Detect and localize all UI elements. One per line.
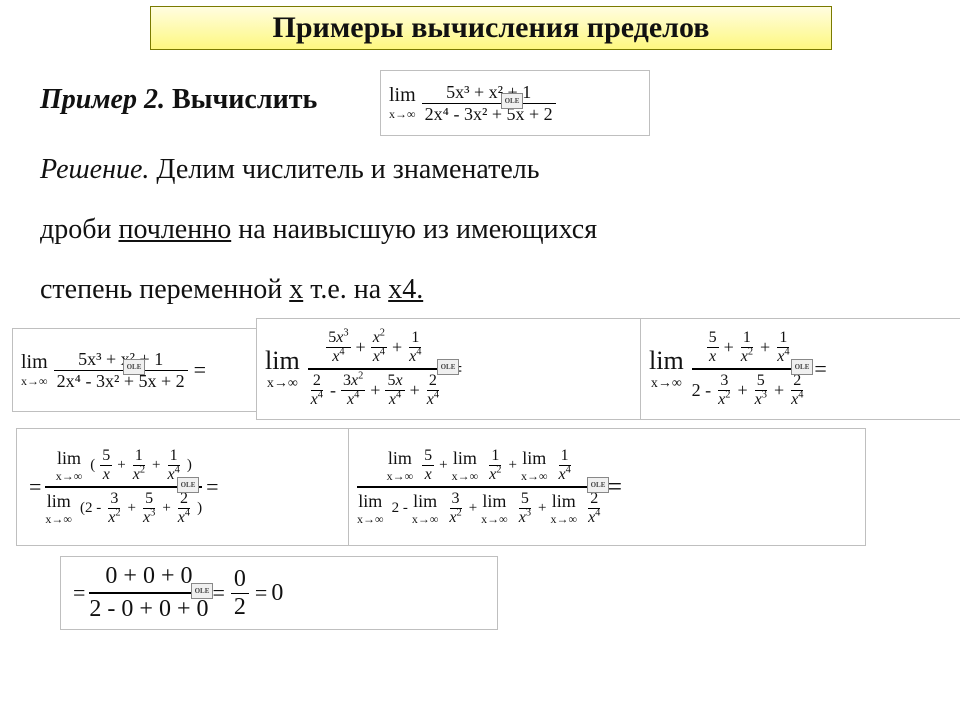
final-den: 2 - 0 + 0 + 0 <box>89 596 208 623</box>
frac-2: 5x³ + x² + 1 2x⁴ - 3x² + 5x + 2 <box>54 349 188 392</box>
lim-2: lim x→∞ <box>21 351 48 389</box>
frac-final: 0 2 <box>231 566 249 621</box>
equals-5b: = <box>206 474 218 500</box>
ole-icon: OLE <box>191 583 213 599</box>
line-solution-2: дроби почленно на наивысшую из имеющихся <box>40 208 597 253</box>
lim-1: lim x→∞ <box>389 84 416 122</box>
equals-5a: = <box>29 474 41 500</box>
line-solution-3: степень переменной х т.е. на х4. <box>40 268 423 313</box>
line-solution-1: Решение. Делим числитель и знаменатель <box>40 148 540 193</box>
bf4-den: 2 - 3x2 + 5x3 + 2x4 <box>692 372 807 409</box>
bf3-den: 2x4 - 3x2x4 + 5xx4 + 2x4 <box>308 372 442 409</box>
lim-3: lim x→∞ <box>265 346 300 392</box>
equals-6: = <box>607 472 622 502</box>
equals-7c: = <box>255 580 267 606</box>
equals-7a: = <box>73 580 85 606</box>
ole-icon: OLE <box>437 359 459 375</box>
formula-box-7: = 0 + 0 + 0 2 - 0 + 0 + 0 = 0 2 = 0 OLE <box>60 556 498 630</box>
bf3-num: 5x3x4 + x2x4 + 1x4 <box>325 329 424 366</box>
formula-box-6: limx→∞ 5x+ limx→∞ 1x2+ limx→∞ 1x4 limx→∞… <box>348 428 866 546</box>
equals-4: = <box>814 356 826 382</box>
bigfrac-3: 5x3x4 + x2x4 + 1x4 2x4 - 3x2x4 + 5xx4 + … <box>308 329 442 409</box>
ole-icon: OLE <box>177 477 199 493</box>
formula-box-5: = limx→∞ ( 5x+ 1x2+ 1x4 ) limx→∞ (2 - 3x… <box>16 428 362 546</box>
f1-den: 2x⁴ - 3x² + 5x + 2 <box>422 104 556 125</box>
bf6-den: limx→∞ 2 - limx→∞ 3x2+ limx→∞ 5x3+ limx→… <box>357 490 603 527</box>
title-text: Примеры вычисления пределов <box>273 11 710 44</box>
formula-box-3: lim x→∞ 5x3x4 + x2x4 + 1x4 2x4 - 3x2x4 +… <box>256 318 654 420</box>
bf4-num: 5x + 1x2 + 1x4 <box>706 329 793 366</box>
bf5-den: limx→∞ (2 - 3x2+ 5x3+ 2x4 ) <box>45 490 202 527</box>
final-num: 0 + 0 + 0 <box>105 563 192 590</box>
formula-box-4: lim x→∞ 5x + 1x2 + 1x4 2 - 3x2 + 5x3 + 2… <box>640 318 960 420</box>
title-banner: Примеры вычисления пределов <box>150 6 832 50</box>
ole-icon: OLE <box>587 477 609 493</box>
frac-1: 5x³ + x² + 1 2x⁴ - 3x² + 5x + 2 <box>422 82 556 125</box>
bf6-num: limx→∞ 5x+ limx→∞ 1x2+ limx→∞ 1x4 <box>387 447 574 484</box>
compute-word: Вычислить <box>172 84 317 115</box>
equals-7b: = <box>213 580 225 606</box>
ole-icon: OLE <box>791 359 813 375</box>
formula-box-1: lim x→∞ 5x³ + x² + 1 2x⁴ - 3x² + 5x + 2 … <box>380 70 650 136</box>
bigfrac-4: 5x + 1x2 + 1x4 2 - 3x2 + 5x3 + 2x4 <box>692 329 807 409</box>
lim-4: lim x→∞ <box>649 346 684 392</box>
formula-box-2: lim x→∞ 5x³ + x² + 1 2x⁴ - 3x² + 5x + 2 … <box>12 328 270 412</box>
ole-icon: OLE <box>501 93 523 109</box>
f1-num: 5x³ + x² + 1 <box>422 82 556 104</box>
solution-label: Решение. <box>40 154 149 185</box>
line-example: Пример 2. Вычислить <box>40 78 317 123</box>
bigfrac-6: limx→∞ 5x+ limx→∞ 1x2+ limx→∞ 1x4 limx→∞… <box>357 447 603 527</box>
bf5-num: limx→∞ ( 5x+ 1x2+ 1x4 ) <box>56 447 192 484</box>
ole-icon: OLE <box>123 359 145 375</box>
result-zero: 0 <box>271 580 283 607</box>
equals-2: = <box>194 357 206 383</box>
example-label: Пример 2. <box>40 84 165 115</box>
